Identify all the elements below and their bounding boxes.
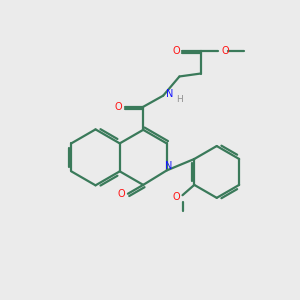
Text: O: O (172, 192, 180, 202)
Text: O: O (172, 46, 180, 56)
Text: O: O (115, 102, 122, 112)
Text: N: N (165, 161, 173, 171)
Text: H: H (176, 94, 183, 103)
Text: O: O (221, 46, 229, 56)
Text: O: O (118, 189, 125, 199)
Text: N: N (166, 88, 173, 99)
